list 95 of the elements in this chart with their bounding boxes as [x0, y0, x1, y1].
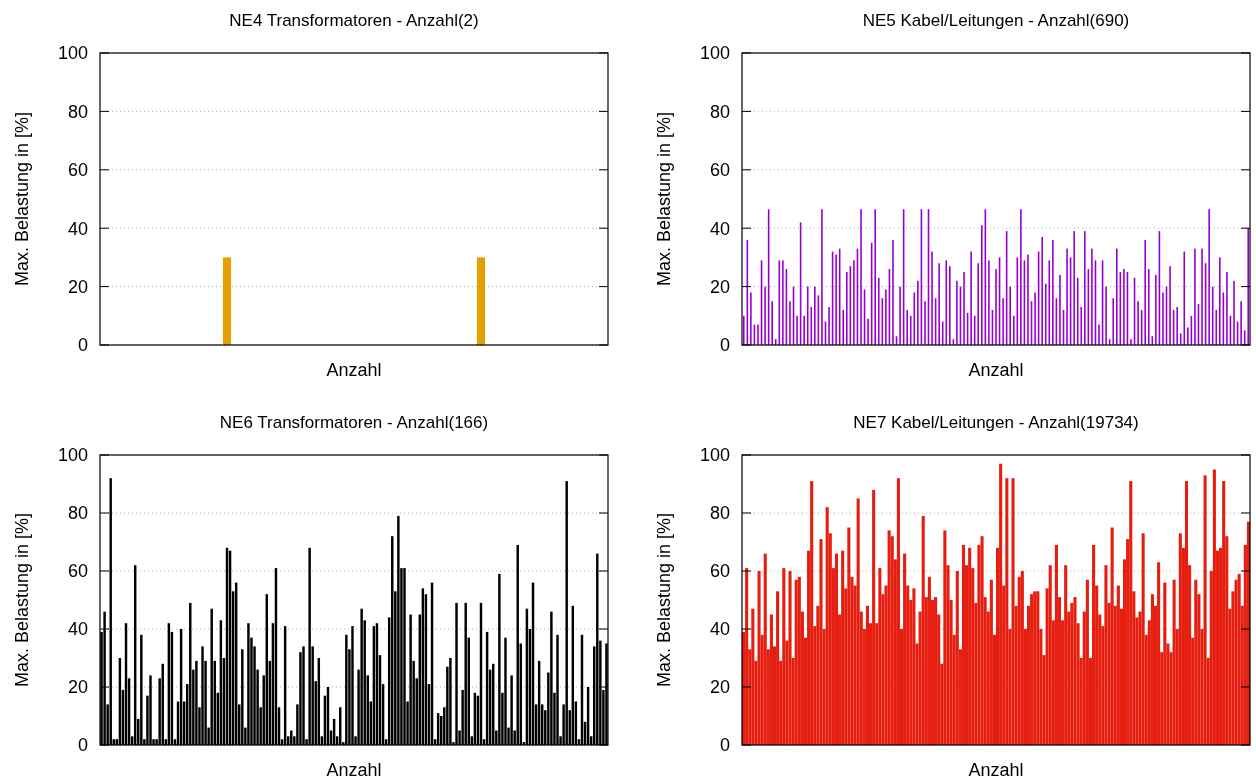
chart-title: NE6 Transformatoren - Anzahl(166)	[219, 413, 489, 432]
bar	[921, 515, 925, 745]
bar	[1036, 591, 1040, 745]
y-tick-label: 80	[67, 101, 88, 122]
x-axis-title: Anzahl	[326, 360, 382, 380]
x-axis-title: Anzahl	[968, 360, 1024, 380]
y-tick-label: 0	[719, 735, 730, 756]
bar	[912, 588, 916, 745]
y-tick-label: 100	[57, 43, 88, 64]
bar	[1157, 562, 1161, 745]
bar	[1033, 591, 1037, 745]
bar	[1129, 481, 1133, 745]
bar	[1073, 597, 1077, 745]
bar	[1064, 565, 1068, 745]
bar	[847, 527, 851, 745]
bar	[1110, 527, 1114, 745]
bar	[825, 507, 829, 745]
bar	[1116, 585, 1120, 745]
y-tick-label: 40	[67, 218, 88, 239]
bar	[1011, 478, 1015, 745]
chart-title: NE4 Transformatoren - Anzahl(2)	[229, 11, 479, 30]
x-axis-title: Anzahl	[326, 760, 382, 780]
bar	[1172, 579, 1176, 745]
bar	[1054, 544, 1058, 745]
y-tick-label: 40	[709, 619, 730, 640]
bar	[856, 498, 860, 745]
bar	[819, 539, 823, 745]
bar	[878, 568, 882, 745]
bar	[769, 614, 773, 745]
y-axis-title: Max. Belastung in [%]	[654, 111, 674, 287]
y-tick-label: 80	[67, 503, 88, 524]
bar	[980, 536, 984, 745]
y-tick-label: 80	[709, 101, 730, 122]
y-axis-title: Max. Belastung in [%]	[12, 512, 32, 688]
bar	[763, 553, 767, 745]
bar	[968, 547, 972, 745]
bar	[999, 463, 1003, 745]
bar	[776, 591, 780, 745]
bar	[1048, 565, 1052, 745]
bar	[961, 544, 966, 745]
bar	[943, 530, 947, 745]
y-tick-label: 20	[67, 677, 88, 698]
chart-title: NE5 Kabel/Leitungen - Anzahl(690)	[862, 11, 1130, 30]
bar	[794, 579, 798, 745]
bar	[887, 530, 891, 745]
y-tick-label: 0	[719, 335, 730, 356]
y-tick-label: 100	[57, 445, 88, 466]
bar	[1184, 481, 1189, 745]
y-tick-label: 60	[67, 561, 88, 582]
chart-title: NE7 Kabel/Leitungen - Anzahl(19734)	[853, 413, 1139, 432]
y-tick-label: 80	[709, 503, 730, 524]
bar	[810, 481, 814, 745]
bar	[751, 608, 755, 745]
bar	[1005, 478, 1009, 745]
y-tick-label: 100	[699, 445, 730, 466]
y-tick-label: 0	[77, 335, 88, 356]
bar	[1237, 573, 1241, 745]
bar	[1085, 579, 1089, 745]
bar	[1163, 582, 1167, 745]
bar	[1030, 594, 1034, 745]
bar	[872, 489, 876, 745]
bar	[955, 571, 959, 745]
bar	[1020, 571, 1024, 745]
bar	[1222, 481, 1226, 745]
bar	[1194, 579, 1198, 745]
y-tick-label: 20	[709, 677, 730, 698]
bar	[896, 478, 900, 745]
y-tick-label: 20	[709, 276, 730, 297]
y-tick-label: 100	[699, 43, 730, 64]
bar	[903, 553, 907, 745]
x-axis-title: Anzahl	[968, 760, 1024, 780]
bar	[1203, 475, 1207, 745]
y-tick-label: 0	[77, 735, 88, 756]
y-tick-label: 60	[709, 160, 730, 181]
bar	[1092, 544, 1096, 745]
y-tick-label: 60	[67, 160, 88, 181]
y-tick-label: 40	[709, 218, 730, 239]
bar	[745, 568, 749, 745]
y-tick-label: 20	[67, 276, 88, 297]
bar	[103, 611, 106, 745]
bar	[1141, 533, 1145, 745]
bar	[834, 553, 839, 745]
bar	[782, 568, 786, 745]
y-axis-title: Max. Belastung in [%]	[654, 512, 674, 688]
bar	[1212, 469, 1216, 745]
bar	[788, 571, 792, 745]
bar	[841, 550, 845, 745]
y-tick-label: 60	[709, 561, 730, 582]
bar	[1178, 533, 1182, 745]
y-axis-title: Max. Belastung in [%]	[12, 111, 32, 287]
bar	[757, 571, 761, 745]
bar	[989, 579, 993, 745]
bar	[797, 576, 801, 745]
bar	[1104, 565, 1108, 745]
y-tick-label: 40	[67, 619, 88, 640]
